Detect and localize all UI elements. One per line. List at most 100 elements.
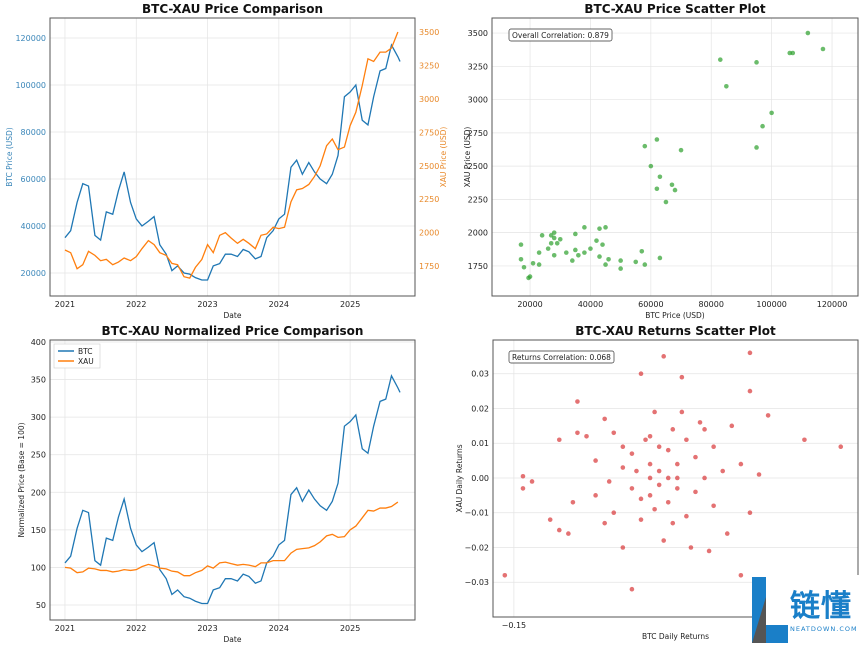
y-tick-label: 300 bbox=[31, 413, 46, 422]
scatter-point bbox=[602, 520, 607, 526]
scatter-point bbox=[600, 242, 605, 247]
scatter-point bbox=[554, 241, 560, 246]
scatter-point bbox=[573, 247, 578, 253]
scatter-point bbox=[724, 83, 729, 89]
y-tick-label: 60000 bbox=[21, 175, 46, 184]
scatter-point bbox=[656, 468, 662, 474]
scatter-point bbox=[582, 225, 587, 230]
scatter-point bbox=[603, 262, 608, 267]
scatter-point bbox=[618, 266, 623, 271]
scatter-point bbox=[620, 465, 626, 470]
scatter-point bbox=[656, 444, 662, 449]
legend bbox=[53, 343, 101, 369]
y-tick-label: 2250 bbox=[468, 195, 488, 204]
scatter-point bbox=[661, 538, 666, 543]
x-axis-label: BTC Price (USD) bbox=[645, 311, 705, 320]
scatter-point bbox=[802, 437, 807, 443]
scatter-point bbox=[647, 493, 653, 498]
scatter-point bbox=[738, 461, 744, 467]
x-tick-label: 2021 bbox=[55, 624, 75, 633]
scatter-point bbox=[672, 187, 678, 193]
scatter-point bbox=[697, 420, 703, 425]
y-tick-label: 200 bbox=[31, 488, 46, 497]
scatter-point bbox=[629, 486, 635, 491]
correlation-annotation: Overall Correlation: 0.879 bbox=[512, 31, 609, 40]
scatter-point bbox=[545, 246, 551, 251]
x-tick-label: 2025 bbox=[340, 300, 360, 309]
x-tick-label: 2023 bbox=[197, 300, 217, 309]
scatter-point bbox=[575, 430, 580, 436]
y2-tick-label: 2000 bbox=[419, 229, 439, 238]
xau-normalized-line bbox=[64, 501, 399, 577]
y2-tick-label: 3250 bbox=[419, 61, 439, 70]
scatter-point bbox=[620, 545, 626, 550]
x-tick-label: 2022 bbox=[126, 624, 146, 633]
scatter-point bbox=[606, 256, 611, 262]
scatter-point bbox=[563, 250, 569, 255]
x-tick-label: 60000 bbox=[638, 300, 663, 309]
scatter-point bbox=[702, 475, 707, 481]
scatter-point bbox=[548, 233, 554, 238]
y2-axis-label: XAU Price (USD) bbox=[439, 127, 448, 188]
y-tick-label: 0.03 bbox=[471, 370, 489, 379]
scatter-point bbox=[678, 147, 684, 153]
y2-tick-label: 2500 bbox=[419, 162, 439, 171]
y-tick-label: 100 bbox=[31, 563, 46, 572]
y-axis-label: Normalized Price (Base = 100) bbox=[17, 422, 26, 537]
scatter-point bbox=[536, 262, 542, 267]
y-tick-label: 20000 bbox=[21, 269, 46, 278]
scatter-point bbox=[629, 586, 635, 592]
scatter-point bbox=[684, 513, 689, 519]
scatter-point bbox=[639, 248, 645, 254]
scatter-point bbox=[679, 409, 685, 415]
scatter-point bbox=[702, 427, 707, 432]
scatter-point bbox=[629, 451, 635, 456]
x-tick-label: −0.15 bbox=[502, 621, 527, 630]
scatter-point bbox=[521, 264, 527, 270]
x-tick-label: 2024 bbox=[269, 624, 289, 633]
btc-price-line bbox=[64, 43, 401, 281]
plot-frame bbox=[491, 17, 859, 297]
scatter-point bbox=[693, 454, 698, 460]
scatter-point bbox=[647, 461, 653, 467]
scatter-point bbox=[566, 531, 571, 536]
scatter-point bbox=[754, 60, 759, 65]
scatter-point bbox=[720, 468, 726, 474]
x-tick-label: 2021 bbox=[55, 300, 75, 309]
scatter-point bbox=[597, 226, 602, 231]
scatter-point bbox=[838, 444, 844, 449]
scatter-point bbox=[556, 527, 562, 533]
x-tick-label: 120000 bbox=[817, 300, 848, 309]
scatter-point bbox=[738, 572, 744, 578]
scatter-point bbox=[642, 262, 648, 267]
scatter-point bbox=[518, 242, 524, 247]
scatter-point bbox=[747, 510, 753, 516]
y-axis-label: BTC Price (USD) bbox=[5, 127, 14, 187]
y-tick-label: 80000 bbox=[21, 128, 46, 137]
y-tick-label: 0.01 bbox=[471, 439, 489, 448]
scatter-point bbox=[652, 409, 657, 415]
chart-title: BTC-XAU Normalized Price Comparison bbox=[102, 324, 364, 338]
scatter-point bbox=[661, 354, 666, 359]
x-tick-label: 40000 bbox=[578, 300, 603, 309]
scatter-point bbox=[706, 548, 712, 554]
scatter-point bbox=[647, 475, 653, 481]
y-tick-label: 0.02 bbox=[471, 404, 489, 413]
scatter-point bbox=[597, 254, 602, 259]
scatter-point bbox=[654, 137, 660, 142]
y-tick-label: 1750 bbox=[468, 262, 488, 271]
scatter-point bbox=[642, 143, 648, 149]
y-tick-label: 350 bbox=[31, 376, 46, 385]
scatter-point bbox=[647, 433, 653, 439]
y2-tick-label: 3000 bbox=[419, 95, 439, 104]
scatter-point bbox=[602, 416, 607, 422]
plot-frame bbox=[492, 339, 859, 618]
scatter-point bbox=[679, 374, 685, 380]
x-tick-label: 2022 bbox=[126, 300, 146, 309]
scatter-point bbox=[729, 423, 735, 429]
scatter-point bbox=[711, 444, 716, 449]
scatter-point bbox=[657, 255, 663, 261]
scatter-point bbox=[675, 461, 680, 467]
scatter-point bbox=[588, 246, 593, 251]
scatter-point bbox=[551, 235, 557, 241]
